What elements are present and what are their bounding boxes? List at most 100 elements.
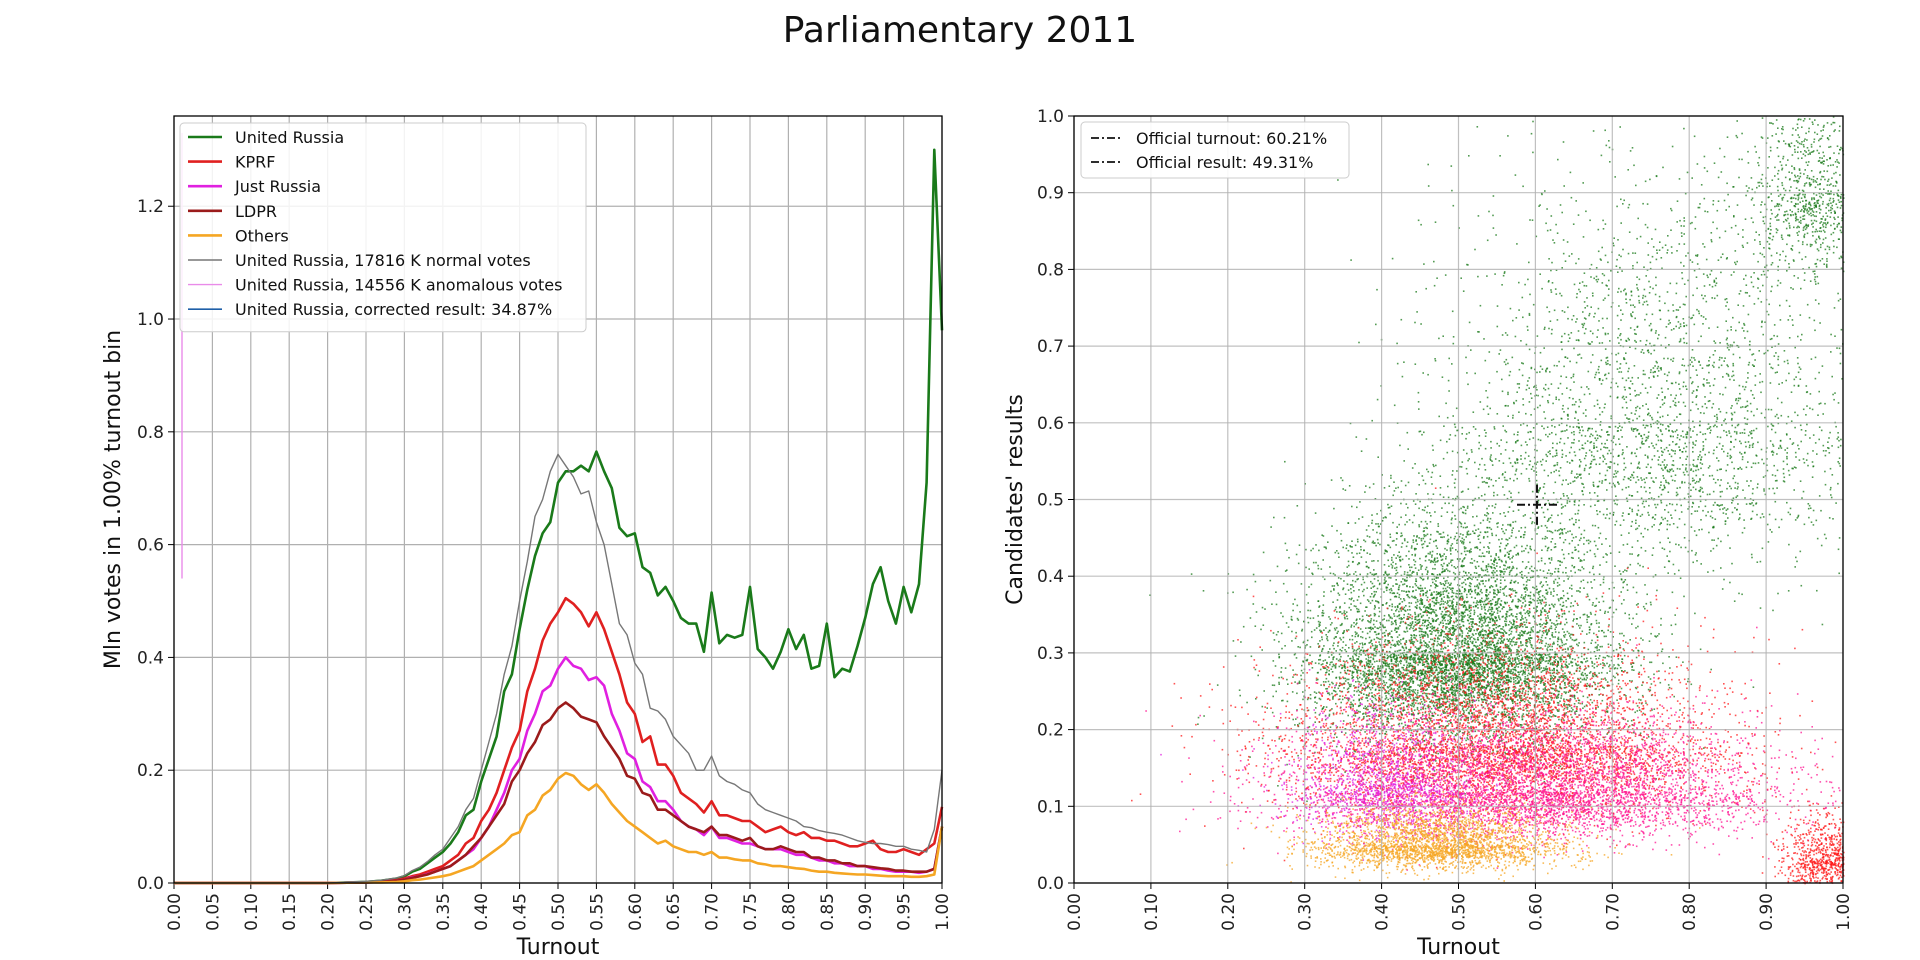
scatter-point [1449, 706, 1451, 709]
scatter-point [1423, 534, 1425, 536]
scatter-point [1398, 588, 1400, 591]
scatter-point [1459, 678, 1461, 680]
scatter-point [1327, 692, 1329, 695]
scatter-point [1482, 699, 1485, 701]
scatter-point [1479, 574, 1481, 576]
scatter-point [1365, 715, 1368, 718]
scatter-point [1428, 621, 1431, 624]
scatter-point [1550, 656, 1552, 658]
scatter-point [1406, 664, 1409, 666]
scatter-point [1386, 619, 1388, 622]
scatter-point [1524, 649, 1526, 652]
scatter-point [1397, 739, 1399, 741]
scatter-point [1428, 645, 1430, 648]
scatter-point [1557, 710, 1559, 712]
scatter-point [1504, 674, 1507, 677]
scatter-point [1469, 585, 1472, 588]
scatter-point [1479, 648, 1482, 650]
scatter-point [1528, 614, 1530, 617]
scatter-point [1562, 541, 1565, 544]
scatter-point [1537, 697, 1539, 699]
scatter-point [1520, 630, 1523, 632]
scatter-point [1494, 637, 1497, 639]
scatter-point [1609, 664, 1611, 666]
scatter-point [1484, 612, 1486, 614]
scatter-point [1509, 680, 1511, 683]
scatter-point [1418, 621, 1421, 624]
scatter-point [1545, 689, 1547, 691]
scatter-point [1434, 563, 1436, 566]
scatter-point [1563, 634, 1565, 637]
scatter-point [1405, 660, 1408, 662]
scatter-point [1443, 688, 1446, 690]
scatter-point [1343, 630, 1345, 632]
scatter-point [1466, 596, 1468, 599]
scatter-point [1510, 549, 1512, 552]
scatter-point [1588, 598, 1591, 601]
scatter-point [1617, 682, 1620, 685]
scatter-point [1478, 711, 1480, 713]
scatter-point [1398, 675, 1401, 678]
scatter-point [1453, 537, 1456, 540]
scatter-point [1412, 541, 1415, 544]
scatter-point [1483, 546, 1485, 549]
scatter-point [1405, 622, 1407, 625]
scatter-point [1460, 694, 1462, 696]
scatter-point [1521, 673, 1524, 676]
scatter-point [1480, 606, 1483, 608]
scatter-point [1368, 600, 1370, 603]
scatter-point [1471, 701, 1474, 704]
scatter-point [1469, 637, 1471, 639]
scatter-point [1424, 661, 1427, 663]
scatter-point [1390, 700, 1393, 703]
scatter-point [1450, 627, 1452, 629]
scatter-point [1356, 552, 1358, 555]
scatter-point [1448, 698, 1451, 701]
y-tick-label: 0.4 [137, 648, 164, 668]
scatter-point [1346, 583, 1349, 585]
scatter-point [1497, 642, 1499, 645]
scatter-point [1412, 627, 1414, 630]
scatter-point [1379, 532, 1381, 535]
scatter-point [1437, 618, 1439, 620]
scatter-point [1447, 541, 1450, 543]
scatter-point [1538, 641, 1541, 644]
scatter-point [1481, 650, 1483, 652]
scatter-point [1416, 706, 1419, 709]
scatter-point [1575, 638, 1578, 641]
scatter-point [1387, 655, 1390, 658]
scatter-point [1614, 676, 1616, 679]
scatter-point [1648, 640, 1651, 642]
scatter-point [1419, 661, 1421, 663]
scatter-point [1321, 638, 1323, 641]
scatter-point [1421, 692, 1424, 695]
scatter-point [1661, 648, 1664, 650]
scatter-point [1435, 545, 1438, 547]
scatter-point [1407, 651, 1409, 653]
scatter-point [1444, 580, 1447, 582]
scatter-point [1438, 707, 1440, 709]
scatter-point [1391, 605, 1394, 608]
scatter-point [1563, 557, 1566, 560]
scatter-point [1535, 657, 1538, 660]
scatter-point [1408, 648, 1410, 651]
scatter-point [1382, 714, 1384, 716]
scatter-point [1355, 681, 1357, 683]
scatter-point [1512, 671, 1514, 674]
scatter-point [1361, 665, 1363, 668]
scatter-point [1347, 682, 1349, 684]
scatter-point [1496, 570, 1498, 572]
scatter-point [1441, 690, 1444, 692]
scatter-point [1362, 578, 1364, 581]
scatter-point [1402, 684, 1404, 686]
scatter-point [1414, 567, 1417, 569]
scatter-point [1429, 551, 1432, 553]
scatter-point [1405, 627, 1408, 630]
scatter-point [1567, 530, 1569, 533]
scatter-point [1540, 581, 1542, 583]
scatter-point [1527, 637, 1530, 639]
scatter-point [1433, 611, 1436, 614]
scatter-point [1546, 526, 1548, 529]
scatter-point [1415, 660, 1417, 662]
scatter-point [1514, 659, 1516, 662]
